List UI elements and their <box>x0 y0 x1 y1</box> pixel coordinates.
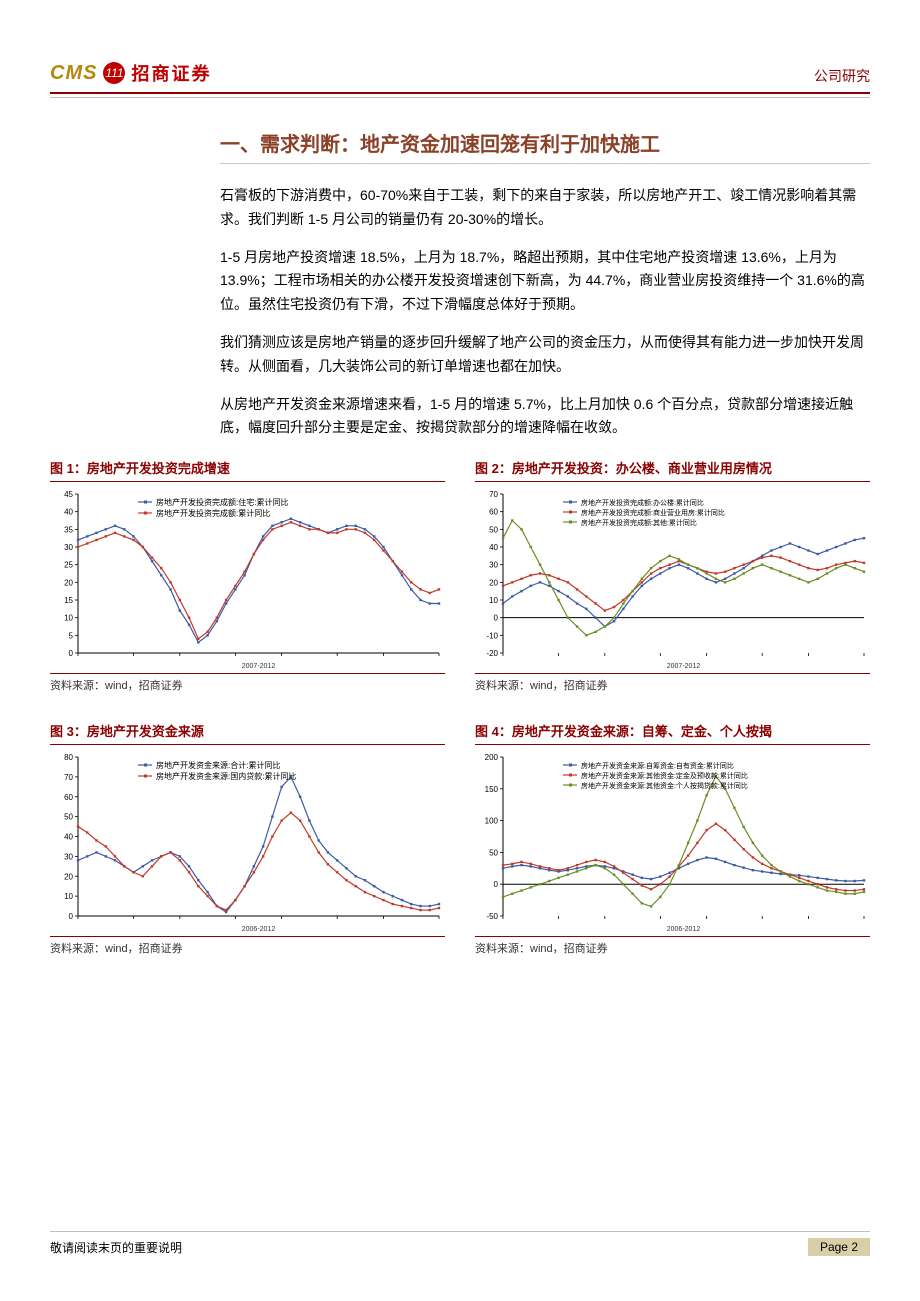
svg-text:房地产开发投资完成额:其他:累计同比: 房地产开发投资完成额:其他:累计同比 <box>581 518 697 527</box>
svg-text:50: 50 <box>489 526 498 535</box>
paragraph: 石膏板的下游消费中，60-70%来自于工装，剩下的来自于家装，所以房地产开工、竣… <box>220 184 870 232</box>
header-subline <box>50 97 870 98</box>
section-underline <box>220 163 870 164</box>
logo-cn-text: 招商证券 <box>131 60 211 86</box>
chart-source: 资料来源：wind，招商证券 <box>50 936 445 956</box>
svg-text:20: 20 <box>489 579 498 588</box>
chart-3: 图 3：房地产开发资金来源 0 10 20 30 40 50 60 70 80 2006-2012… <box>50 721 445 956</box>
svg-text:15: 15 <box>64 596 73 605</box>
svg-text:0: 0 <box>494 614 499 623</box>
charts-row-1: 图 1：房地产开发投资完成增速 0 5 10 15 20 25 30 35 40 45 2007-2… <box>50 458 870 693</box>
svg-text:150: 150 <box>485 785 499 794</box>
svg-text:房地产开发投资完成额:商业营业用房:累计同比: 房地产开发投资完成额:商业营业用房:累计同比 <box>581 508 725 517</box>
svg-text:100: 100 <box>485 817 499 826</box>
svg-text:70: 70 <box>489 490 498 499</box>
charts-row-2: 图 3：房地产开发资金来源 0 10 20 30 40 50 60 70 80 2006-2012… <box>50 721 870 956</box>
svg-text:房地产开发资金来源:合计:累计同比: 房地产开发资金来源:合计:累计同比 <box>156 760 280 770</box>
svg-text:房地产开发资金来源:其他资金:定金及预收款:累计同比: 房地产开发资金来源:其他资金:定金及预收款:累计同比 <box>581 771 748 780</box>
svg-text:40: 40 <box>64 833 73 842</box>
logo-cms-text: CMS <box>50 62 97 85</box>
chart-4: 图 4：房地产开发资金来源：自筹、定金、个人按揭 -50 0 50 100 150 200… <box>475 721 870 956</box>
svg-text:80: 80 <box>64 753 73 762</box>
paragraph: 从房地产开发资金来源增速来看，1-5 月的增速 5.7%，比上月加快 0.6 个… <box>220 393 870 441</box>
logo-circle-icon: 111 <box>103 62 125 84</box>
chart-canvas: 0 5 10 15 20 25 30 35 40 45 2007-2012 房地产开发投资完成额:住宅… <box>50 486 445 671</box>
logo: CMS 111 招商证券 <box>50 60 211 86</box>
svg-text:房地产开发投资完成额:办公楼:累计同比: 房地产开发投资完成额:办公楼:累计同比 <box>581 498 704 507</box>
paragraph: 1-5 月房地产投资增速 18.5%，上月为 18.7%，略超出预期，其中住宅地… <box>220 246 870 317</box>
chart-title: 图 3：房地产开发资金来源 <box>50 721 445 745</box>
section-title: 一、需求判断：地产资金加速回笼有利于加快施工 <box>220 128 870 157</box>
chart-title: 图 4：房地产开发资金来源：自筹、定金、个人按揭 <box>475 721 870 745</box>
svg-text:50: 50 <box>489 849 498 858</box>
chart-source: 资料来源：wind，招商证券 <box>475 673 870 693</box>
svg-text:0: 0 <box>69 912 74 921</box>
chart-canvas: -50 0 50 100 150 200 2006-2012 房地产开发资金来源:自筹资金:自… <box>475 749 870 934</box>
svg-text:2007-2012: 2007-2012 <box>667 663 701 670</box>
svg-text:房地产开发资金来源:其他资金:个人按揭贷款:累计同比: 房地产开发资金来源:其他资金:个人按揭贷款:累计同比 <box>581 781 748 790</box>
svg-text:70: 70 <box>64 773 73 782</box>
page-number: Page 2 <box>808 1238 870 1256</box>
svg-text:10: 10 <box>489 596 498 605</box>
chart-canvas: 0 10 20 30 40 50 60 70 80 2006-2012 房地产开发资金来源:合计:累… <box>50 749 445 934</box>
svg-text:5: 5 <box>69 632 74 641</box>
svg-text:-10: -10 <box>486 632 498 641</box>
svg-text:30: 30 <box>64 853 73 862</box>
svg-text:房地产开发投资完成额:累计同比: 房地产开发投资完成额:累计同比 <box>156 508 270 518</box>
svg-text:40: 40 <box>489 543 498 552</box>
svg-text:30: 30 <box>64 543 73 552</box>
svg-text:45: 45 <box>64 490 73 499</box>
svg-text:50: 50 <box>64 813 73 822</box>
svg-text:60: 60 <box>489 508 498 517</box>
svg-text:房地产开发投资完成额:住宅:累计同比: 房地产开发投资完成额:住宅:累计同比 <box>156 497 288 507</box>
svg-text:-50: -50 <box>486 912 498 921</box>
svg-text:房地产开发资金来源:国内贷款:累计同比: 房地产开发资金来源:国内贷款:累计同比 <box>156 771 296 781</box>
report-page: CMS 111 招商证券 公司研究 一、需求判断：地产资金加速回笼有利于加快施工… <box>0 0 920 1301</box>
chart-title: 图 2：房地产开发投资：办公楼、商业营业用房情况 <box>475 458 870 482</box>
svg-text:20: 20 <box>64 579 73 588</box>
paragraph: 我们猜测应该是房地产销量的逐步回升缓解了地产公司的资金压力，从而使得其有能力进一… <box>220 331 870 379</box>
svg-text:200: 200 <box>485 753 499 762</box>
chart-title: 图 1：房地产开发投资完成增速 <box>50 458 445 482</box>
svg-text:40: 40 <box>64 508 73 517</box>
svg-text:2006-2012: 2006-2012 <box>242 926 276 933</box>
svg-text:2006-2012: 2006-2012 <box>667 926 701 933</box>
chart-canvas: -20 -10 0 10 20 30 40 50 60 70 2007-2012 房地产开发投资完成额… <box>475 486 870 671</box>
chart-1: 图 1：房地产开发投资完成增速 0 5 10 15 20 25 30 35 40 45 2007-2… <box>50 458 445 693</box>
chart-source: 资料来源：wind，招商证券 <box>50 673 445 693</box>
svg-text:10: 10 <box>64 614 73 623</box>
svg-text:-20: -20 <box>486 649 498 658</box>
svg-text:25: 25 <box>64 561 73 570</box>
page-header: CMS 111 招商证券 公司研究 <box>50 60 870 94</box>
page-footer: 敬请阅读末页的重要说明 Page 2 <box>50 1231 870 1256</box>
svg-text:30: 30 <box>489 561 498 570</box>
chart-2: 图 2：房地产开发投资：办公楼、商业营业用房情况 -20 -10 0 10 20 30 40… <box>475 458 870 693</box>
svg-text:20: 20 <box>64 872 73 881</box>
svg-text:房地产开发资金来源:自筹资金:自有资金:累计同比: 房地产开发资金来源:自筹资金:自有资金:累计同比 <box>581 761 734 770</box>
svg-text:35: 35 <box>64 526 73 535</box>
svg-text:0: 0 <box>494 880 499 889</box>
doc-type-label: 公司研究 <box>814 66 870 86</box>
svg-text:60: 60 <box>64 793 73 802</box>
footer-disclaimer: 敬请阅读末页的重要说明 <box>50 1239 182 1256</box>
svg-text:2007-2012: 2007-2012 <box>242 663 276 670</box>
svg-text:10: 10 <box>64 892 73 901</box>
svg-text:0: 0 <box>69 649 74 658</box>
chart-source: 资料来源：wind，招商证券 <box>475 936 870 956</box>
